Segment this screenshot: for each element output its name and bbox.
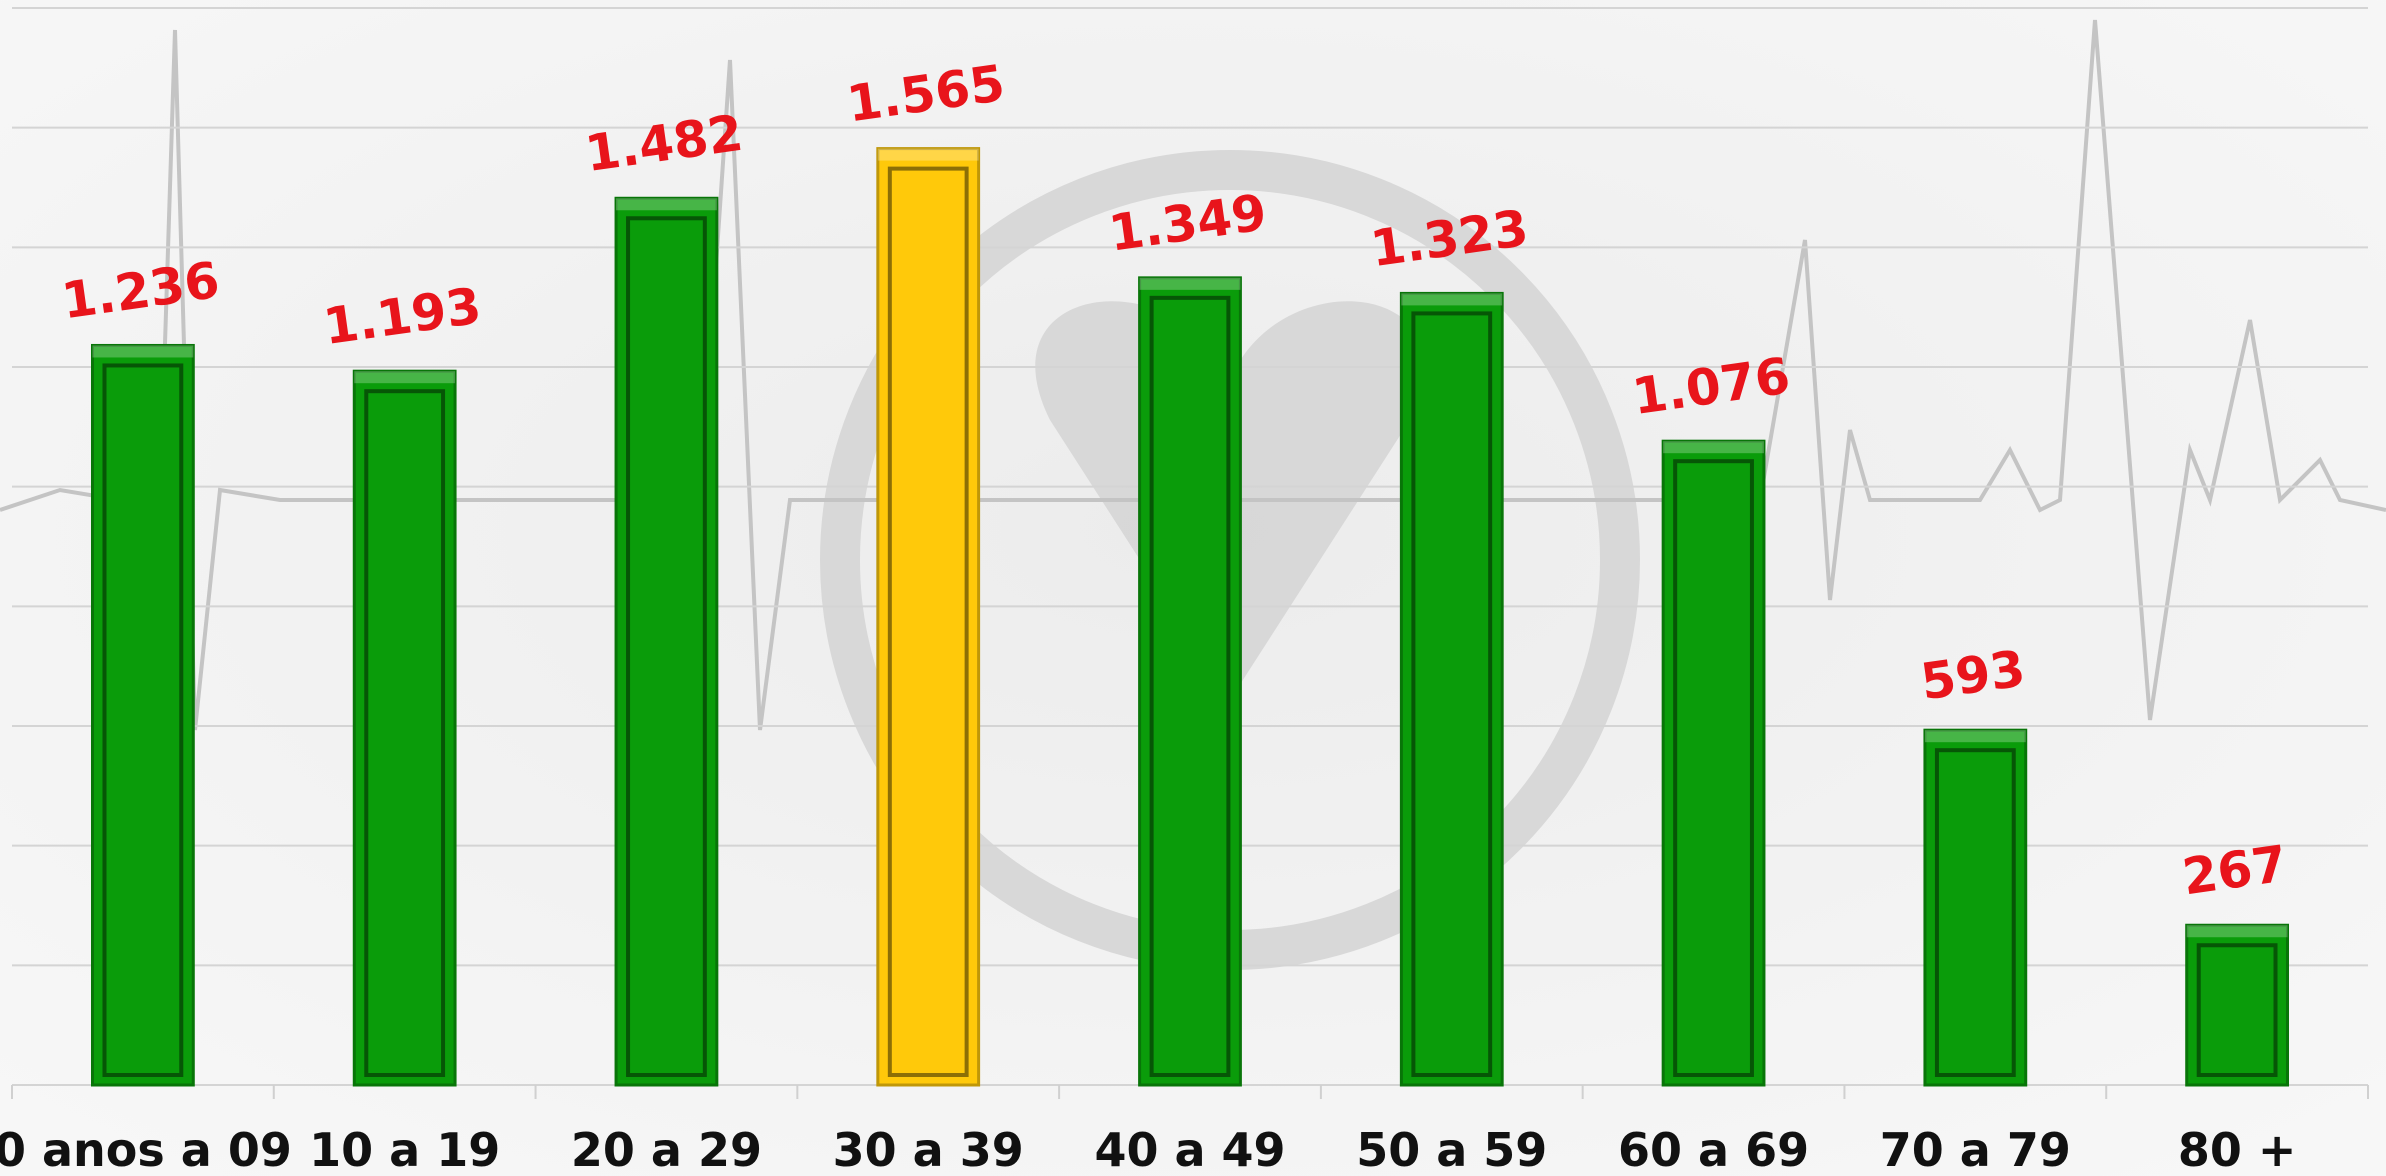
x-tick-label: 80 +: [2178, 1123, 2297, 1176]
bar-highlight: [1925, 730, 2026, 742]
bar-highlight: [878, 149, 979, 161]
bar: [1663, 441, 1764, 1085]
bar: [1401, 293, 1502, 1085]
bar-highlight: [2187, 925, 2288, 937]
bar-highlight: [354, 371, 455, 383]
page: 0 anos a 091.23610 a 191.19320 a 291.482…: [0, 0, 2386, 1176]
bar: [2187, 925, 2288, 1085]
x-tick-label: 30 a 39: [833, 1123, 1024, 1176]
bar-highlight: [616, 198, 717, 210]
x-tick-label: 0 anos a 09: [0, 1123, 292, 1176]
bar-highlight: [1401, 293, 1502, 305]
x-tick-label: 60 a 69: [1618, 1123, 1809, 1176]
x-tick-label: 40 a 49: [1094, 1123, 1285, 1176]
bar: [1140, 278, 1241, 1085]
bar: [878, 149, 979, 1085]
x-tick-label: 10 a 19: [309, 1123, 500, 1176]
x-tick-label: 50 a 59: [1356, 1123, 1547, 1176]
bar: [354, 371, 455, 1085]
x-tick-label: 20 a 29: [571, 1123, 762, 1176]
chart: 0 anos a 091.23610 a 191.19320 a 291.482…: [0, 0, 2386, 1176]
bar: [1925, 730, 2026, 1085]
bar-highlight: [1663, 441, 1764, 453]
bar-highlight: [1140, 278, 1241, 290]
x-tick-label: 70 a 79: [1880, 1123, 2071, 1176]
bar-highlight: [92, 345, 193, 357]
bar: [92, 345, 193, 1085]
bar: [616, 198, 717, 1085]
